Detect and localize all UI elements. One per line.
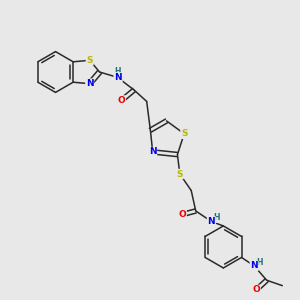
Text: S: S: [177, 169, 183, 178]
Text: S: S: [181, 129, 188, 138]
Text: O: O: [118, 96, 125, 105]
Text: H: H: [214, 213, 220, 222]
Text: H: H: [114, 68, 121, 76]
Text: N: N: [86, 79, 94, 88]
Text: O: O: [178, 210, 186, 219]
Text: N: N: [149, 147, 157, 156]
Text: S: S: [86, 56, 93, 65]
Text: N: N: [114, 73, 122, 82]
Text: O: O: [252, 285, 260, 294]
Text: H: H: [256, 258, 262, 267]
Text: N: N: [208, 217, 215, 226]
Text: N: N: [250, 261, 258, 270]
